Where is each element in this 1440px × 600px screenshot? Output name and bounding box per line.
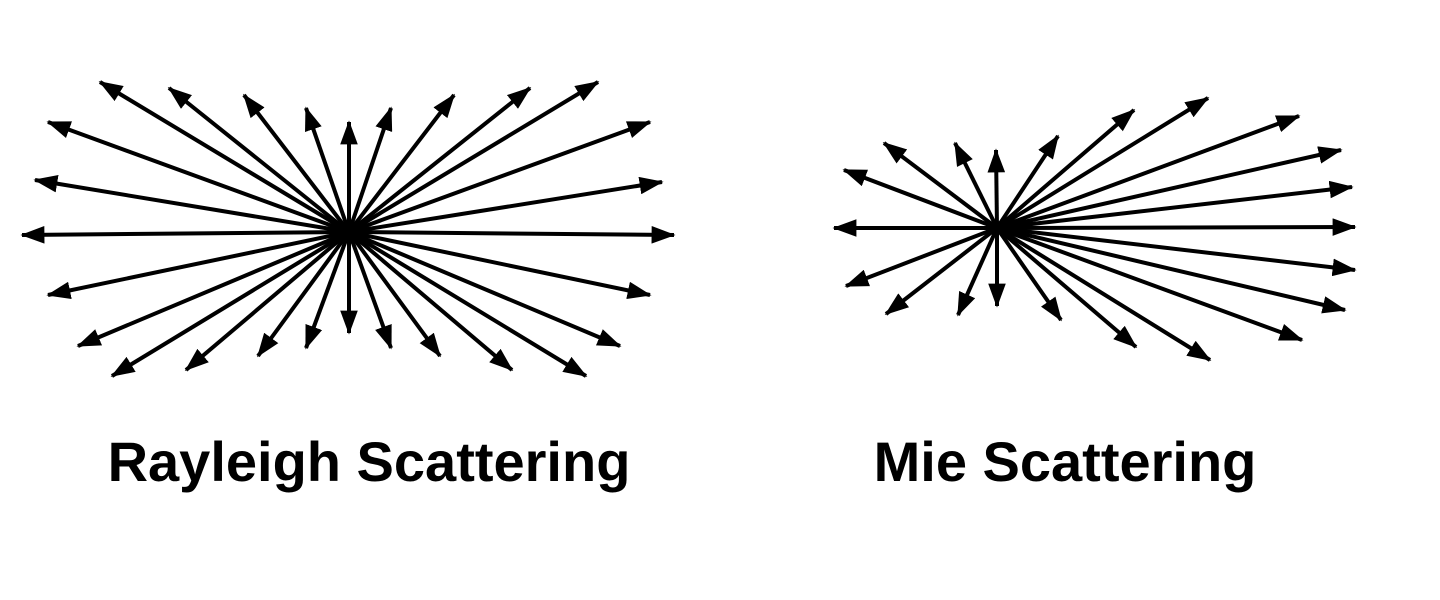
rayleigh-arrow xyxy=(348,230,652,300)
rayleigh-center-point xyxy=(342,225,356,239)
mie-center-point xyxy=(990,221,1004,235)
mie-arrow xyxy=(996,146,1343,230)
mie-arrow xyxy=(996,114,1301,230)
rayleigh-arrow xyxy=(167,86,351,234)
rayleigh-arrow xyxy=(76,230,350,348)
rayleigh-arrow xyxy=(348,225,676,244)
mie-scattering-pattern xyxy=(832,96,1357,362)
rayleigh-scattering-caption: Rayleigh Scattering xyxy=(107,430,631,493)
rayleigh-arrow xyxy=(184,230,351,372)
mie-arrow xyxy=(996,180,1354,230)
mie-arrow xyxy=(995,226,1138,349)
rayleigh-scattering-pattern xyxy=(20,80,676,378)
rayleigh-arrow xyxy=(256,230,351,358)
mie-arrow xyxy=(953,141,999,229)
mie-arrow xyxy=(996,226,1304,342)
mie-arrow xyxy=(996,226,1357,277)
mie-arrow xyxy=(996,226,1347,314)
mie-scattering-caption: Mie Scattering xyxy=(873,430,1257,493)
rayleigh-arrow xyxy=(348,230,622,348)
rayleigh-arrow xyxy=(242,93,351,234)
rayleigh-arrow xyxy=(304,106,351,233)
rayleigh-arrow xyxy=(348,120,652,234)
rayleigh-arrow xyxy=(347,86,532,234)
mie-arrow xyxy=(987,148,1006,229)
rayleigh-arrow xyxy=(348,176,664,234)
rayleigh-arrow xyxy=(304,231,351,350)
mie-arrow xyxy=(884,226,999,316)
mie-arrow xyxy=(882,141,999,230)
mie-arrow xyxy=(996,218,1357,236)
rayleigh-arrow xyxy=(347,230,588,378)
mie-arrow xyxy=(995,108,1136,230)
mie-arrow xyxy=(995,134,1060,230)
rayleigh-arrow xyxy=(347,80,600,234)
rayleigh-arrow xyxy=(98,80,351,234)
mie-arrow xyxy=(995,96,1210,230)
rayleigh-arrow xyxy=(46,120,350,234)
mie-arrow xyxy=(956,227,999,317)
mie-arrow xyxy=(844,226,998,288)
mie-arrow xyxy=(842,168,998,230)
mie-arrow xyxy=(995,226,1063,322)
rayleigh-arrow xyxy=(110,230,351,378)
rayleigh-arrow xyxy=(347,230,442,358)
rayleigh-arrow xyxy=(20,225,350,244)
rayleigh-arrow xyxy=(33,174,350,234)
rayleigh-arrow xyxy=(347,230,514,372)
mie-arrow xyxy=(995,226,1212,362)
rayleigh-arrow xyxy=(46,230,350,300)
rayleigh-arrow xyxy=(347,106,393,233)
rayleigh-arrow xyxy=(347,231,393,350)
rayleigh-arrow xyxy=(347,93,456,234)
